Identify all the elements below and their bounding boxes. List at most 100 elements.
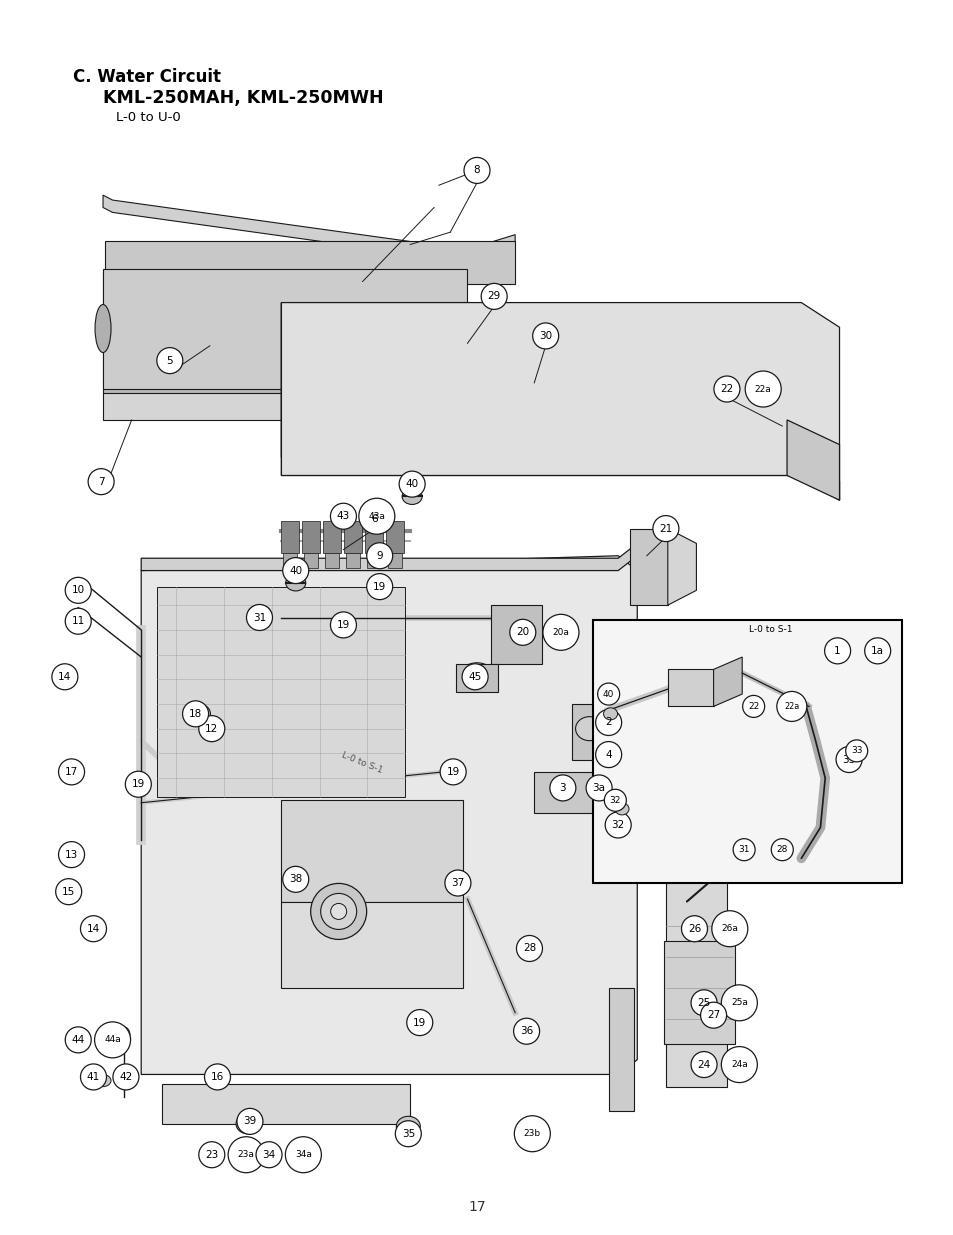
Ellipse shape [95,1074,111,1087]
Ellipse shape [371,579,388,594]
Circle shape [509,619,536,646]
Polygon shape [386,521,403,553]
Text: 32: 32 [611,820,624,830]
Text: 19: 19 [373,582,386,592]
Circle shape [542,614,578,651]
Circle shape [65,608,91,635]
Text: 23a: 23a [237,1150,254,1160]
Polygon shape [456,664,497,692]
Ellipse shape [615,803,628,815]
Circle shape [112,1063,139,1091]
Circle shape [597,683,619,705]
Ellipse shape [458,663,495,690]
Circle shape [514,1115,550,1152]
Text: 39: 39 [243,1116,256,1126]
Text: 16: 16 [211,1072,224,1082]
Text: KML-250MAH, KML-250MWH: KML-250MAH, KML-250MWH [103,89,383,107]
Ellipse shape [575,716,603,741]
Text: 7: 7 [98,477,104,487]
Polygon shape [105,241,515,284]
Text: 34a: 34a [294,1150,312,1160]
Circle shape [604,811,631,839]
Circle shape [361,505,388,532]
Text: 19: 19 [336,620,350,630]
Text: 9: 9 [376,551,382,561]
Polygon shape [103,272,467,395]
Polygon shape [665,858,726,1087]
Polygon shape [713,657,741,706]
Text: L-0 to U-0: L-0 to U-0 [116,111,181,125]
Polygon shape [103,269,467,389]
Polygon shape [608,988,634,1112]
Polygon shape [572,704,608,760]
Polygon shape [629,529,667,605]
Circle shape [595,741,621,768]
Text: 28: 28 [522,944,536,953]
Text: 44: 44 [71,1035,85,1045]
Text: 41: 41 [87,1072,100,1082]
Polygon shape [325,553,338,568]
Circle shape [58,758,85,785]
Text: 25a: 25a [730,998,747,1008]
Circle shape [863,637,890,664]
Circle shape [513,1018,539,1045]
Circle shape [603,789,626,811]
Polygon shape [667,669,713,706]
Polygon shape [534,772,618,813]
Circle shape [311,883,366,940]
Text: 14: 14 [87,924,100,934]
Polygon shape [302,521,319,553]
Text: 18: 18 [189,709,202,719]
Text: 40: 40 [405,479,418,489]
Text: 10: 10 [71,585,85,595]
Text: 15: 15 [62,887,75,897]
Circle shape [711,910,747,947]
Text: 26: 26 [687,924,700,934]
Circle shape [720,984,757,1021]
Circle shape [80,1063,107,1091]
Circle shape [246,604,273,631]
Text: 6: 6 [372,514,377,524]
Text: 17: 17 [468,1200,485,1214]
Circle shape [700,1002,726,1029]
Text: 27: 27 [706,1010,720,1020]
Polygon shape [281,303,839,500]
Circle shape [331,904,346,919]
Text: 1a: 1a [870,646,883,656]
Polygon shape [283,553,296,568]
Text: 40: 40 [602,689,614,699]
Circle shape [595,709,621,736]
Polygon shape [103,195,515,262]
Ellipse shape [459,305,475,352]
Text: 31: 31 [253,613,266,622]
Circle shape [549,774,576,802]
Text: 3a: 3a [592,783,605,793]
Circle shape [358,498,395,535]
Text: 19: 19 [446,767,459,777]
Text: L-0 to S-1: L-0 to S-1 [340,751,384,776]
Text: 31: 31 [738,845,749,855]
Text: 43a: 43a [368,511,385,521]
Circle shape [236,1108,263,1135]
Circle shape [282,557,309,584]
Polygon shape [162,1084,410,1124]
Circle shape [320,893,356,930]
Circle shape [713,375,740,403]
Circle shape [94,1021,131,1058]
Circle shape [398,471,425,498]
Polygon shape [827,640,850,664]
Circle shape [395,1120,421,1147]
Text: 5: 5 [167,356,172,366]
Circle shape [823,637,850,664]
Circle shape [406,1009,433,1036]
Text: 28: 28 [776,845,787,855]
Ellipse shape [235,1114,260,1134]
Text: 25: 25 [697,998,710,1008]
Circle shape [182,700,209,727]
Ellipse shape [118,1074,133,1087]
Text: 37: 37 [451,878,464,888]
Text: 8: 8 [474,165,479,175]
Circle shape [125,771,152,798]
Text: 12: 12 [205,724,218,734]
Text: 19: 19 [413,1018,426,1028]
